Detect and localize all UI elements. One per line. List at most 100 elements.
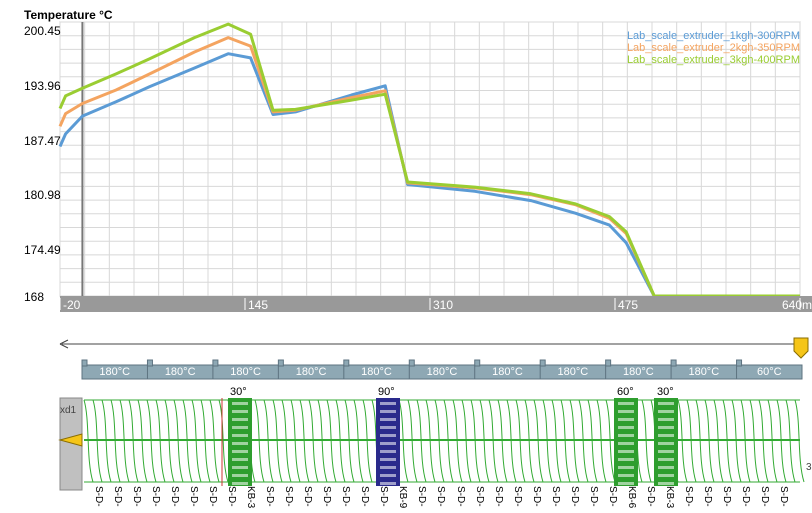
screw-element-label: S-D- [606,486,618,507]
barrel-label: xd1 [60,405,77,416]
kneading-disc-stripe [380,450,396,453]
kneading-disc-stripe [618,426,634,429]
kneading-disc-stripe [618,434,634,437]
kneading-disc-stripe [658,482,674,485]
kneading-disc-stripe [658,434,674,437]
kneading-disc-stripe [232,482,248,485]
screw-element-label: S-D- [283,486,295,507]
screw-element-label: S-D- [644,486,656,507]
zone-divider-tab [146,359,153,367]
x-axis-bar [59,296,812,312]
series-lines [58,22,800,298]
kneading-disc-stripe [380,402,396,405]
barrel-zones [81,359,803,380]
screw-element-label: S-D- [454,486,466,507]
zone-temperature: 60°C [756,366,782,378]
screw-element-label: S-D- [549,486,561,507]
kneading-disc-stripe [380,410,396,413]
kneading-disc-stripe [232,442,248,445]
zone-temperature: 180°C [361,366,392,378]
kneading-disc-stripe [658,474,674,477]
zone-divider-tab [212,359,219,367]
y-tick-label: 168 [24,290,45,304]
screw-end-label: 3 [806,462,812,473]
zone-temperature: 180°C [492,366,523,378]
kneading-disc-stripe [618,410,634,413]
kneading-disc-stripe [232,418,248,421]
screw-element-label: S-D- [321,486,333,507]
kneading-disc-stripe [658,442,674,445]
zone-divider-tab [81,359,88,367]
y-tick-label: 187.47 [24,133,61,148]
screw-element-label: S-D- [340,486,352,507]
position-slider [59,339,800,349]
screw-element-label: S-D- [568,486,580,507]
feed-arrow-icon [58,433,83,447]
screw-element-label: KB-9 [397,486,409,509]
kneading-disc-stripe [658,402,674,405]
screw-element-label: S-D- [530,486,542,507]
y-tick-label: 174.49 [24,243,61,258]
kneading-disc-stripe [618,482,634,485]
screw-element-label: S-D- [739,486,751,507]
zone-temperature: 180°C [230,366,261,378]
kneading-disc-stripe [658,410,674,413]
position-marker-handle[interactable] [793,337,809,359]
y-tick-label: 193.96 [24,78,61,93]
kneading-disc-stripe [232,410,248,413]
screw-element-label: S-D- [492,486,504,507]
kneading-disc-stripe [380,474,396,477]
screw-element-label: S-D- [131,486,143,507]
x-tick-label: -20 [63,298,81,312]
screw-element-label: S-D- [701,486,713,507]
kneading-disc-stripe [658,458,674,461]
screw-element-label: S-D- [150,486,162,507]
zone-temperature: 180°C [623,366,654,378]
kneading-disc-stripe [658,426,674,429]
kneading-disc-stripe [232,402,248,405]
y-tick-label: 200.45 [24,24,61,38]
zone-divider-tab [474,359,481,367]
zone-temperature: 180°C [99,366,131,378]
kneading-disc-stripe [380,458,396,461]
zone-divider-tab [343,359,350,367]
screw-element-label: S-D- [112,486,124,507]
y-axis-title: Temperature °C [24,8,113,22]
legend-entry: Lab_scale_extruder_2kgh-350RPM [626,42,800,54]
zone-divider-tab [605,359,612,367]
kneading-disc-stripe [232,458,248,461]
kneading-disc-stripe [618,466,634,469]
screw-element-label: S-D- [302,486,314,507]
screw-element-label: S-D- [359,486,371,507]
kneading-disc-stripe [232,450,248,453]
kneading-disc-stripe [380,426,396,429]
kneading-disc-stripe [658,466,674,469]
series-line-3 [58,22,800,298]
zone-temperature: 180°C [164,366,196,378]
screw-element-label: S-D- [264,486,276,507]
kneading-disc-stripe [618,474,634,477]
kneading-disc-stripe [618,442,634,445]
kneading-disc-stripe [232,426,248,429]
kneading-disc-stripe [618,402,634,405]
zone-divider-tab [736,359,743,367]
kneading-angle: 30° [230,386,247,398]
kneading-angle: 90° [378,386,395,398]
zone-divider-tab [670,359,677,367]
kneading-disc-stripe [618,458,634,461]
screw-element-label: S-D- [511,486,523,507]
screw-element-label: KB-3 [663,486,675,509]
kneading-disc-stripe [232,474,248,477]
zone-divider-tab [539,359,546,367]
screw-element-label: S-D- [226,486,238,507]
zone-divider-tab [277,359,284,367]
screw-element-label: S-D- [93,486,104,507]
zone-temperature: 180°C [426,366,458,378]
kneading-disc-stripe [232,434,248,437]
x-tick-label: 310 [433,298,454,312]
kneading-disc-stripe [380,442,396,445]
screw-element-label: S-D- [587,486,599,507]
screw-element-label: S-D- [378,486,390,507]
screw-element-label: KB-3 [245,486,257,509]
